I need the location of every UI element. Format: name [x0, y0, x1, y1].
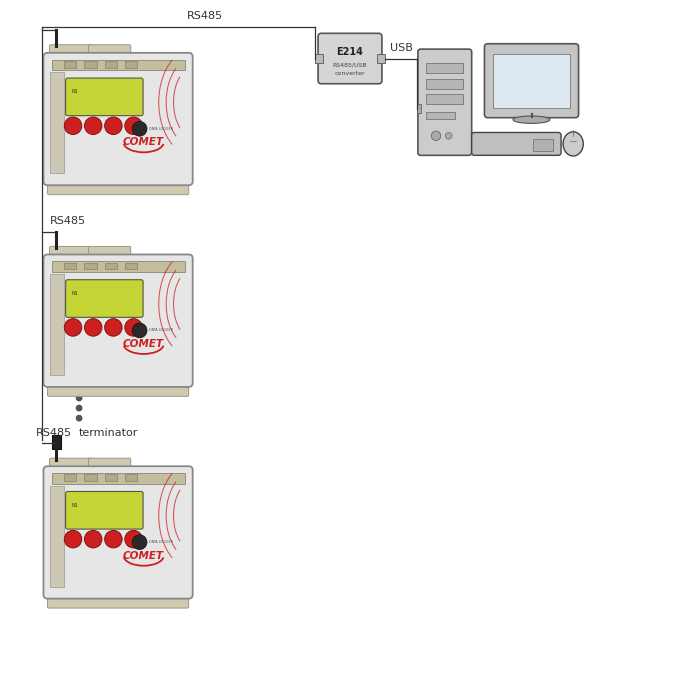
FancyBboxPatch shape — [50, 458, 92, 473]
Bar — [64, 61, 76, 68]
Bar — [50, 274, 64, 375]
Circle shape — [64, 117, 82, 134]
Bar — [125, 263, 137, 269]
Bar — [104, 61, 117, 68]
FancyBboxPatch shape — [472, 132, 561, 155]
Bar — [52, 261, 185, 272]
Bar — [85, 475, 97, 481]
Bar — [426, 79, 463, 89]
Text: N1: N1 — [71, 291, 78, 296]
Bar — [315, 54, 323, 63]
Text: DATA LOGGER: DATA LOGGER — [149, 540, 173, 544]
Circle shape — [125, 319, 142, 336]
FancyBboxPatch shape — [50, 246, 92, 261]
Circle shape — [76, 396, 82, 401]
Text: COMET: COMET — [123, 137, 164, 147]
Circle shape — [85, 531, 102, 548]
Text: RS485/USB: RS485/USB — [332, 63, 368, 68]
Circle shape — [132, 122, 147, 136]
Bar — [52, 473, 185, 484]
FancyBboxPatch shape — [418, 49, 472, 155]
Text: RS485: RS485 — [36, 428, 71, 438]
Circle shape — [64, 319, 82, 336]
Text: RS485: RS485 — [50, 216, 86, 226]
Bar — [533, 139, 553, 151]
FancyBboxPatch shape — [88, 458, 131, 473]
Bar — [52, 435, 61, 449]
Circle shape — [85, 117, 102, 134]
Text: DATA LOGGER: DATA LOGGER — [149, 329, 173, 333]
Bar — [50, 72, 64, 173]
Text: COMET: COMET — [123, 551, 164, 561]
FancyBboxPatch shape — [88, 45, 131, 59]
FancyBboxPatch shape — [88, 246, 131, 261]
FancyBboxPatch shape — [66, 491, 143, 529]
Circle shape — [104, 117, 122, 134]
Text: N1: N1 — [71, 89, 78, 95]
Bar — [426, 111, 456, 119]
Circle shape — [104, 531, 122, 548]
Bar — [52, 59, 185, 70]
Text: DATA LOGGER: DATA LOGGER — [149, 127, 173, 131]
FancyBboxPatch shape — [43, 53, 193, 185]
FancyBboxPatch shape — [50, 45, 92, 59]
Circle shape — [132, 535, 147, 549]
FancyBboxPatch shape — [48, 178, 189, 194]
FancyBboxPatch shape — [48, 380, 189, 396]
Bar — [426, 94, 463, 104]
Circle shape — [445, 132, 452, 139]
Circle shape — [85, 319, 102, 336]
FancyBboxPatch shape — [43, 466, 193, 599]
Circle shape — [76, 416, 82, 421]
Text: COMET: COMET — [123, 339, 164, 349]
FancyBboxPatch shape — [48, 592, 189, 608]
Bar — [377, 54, 385, 63]
Text: converter: converter — [335, 71, 365, 76]
Bar — [125, 475, 137, 481]
Text: terminator: terminator — [79, 428, 139, 438]
Ellipse shape — [563, 132, 583, 156]
Bar — [417, 104, 421, 113]
Bar — [104, 263, 117, 269]
FancyBboxPatch shape — [318, 33, 382, 84]
Circle shape — [431, 131, 441, 140]
FancyBboxPatch shape — [484, 44, 579, 117]
Circle shape — [132, 323, 147, 338]
Bar — [426, 63, 463, 74]
Circle shape — [64, 531, 82, 548]
Bar — [494, 54, 570, 107]
Bar — [64, 475, 76, 481]
Bar — [125, 61, 137, 68]
Bar — [104, 475, 117, 481]
FancyBboxPatch shape — [66, 279, 143, 317]
Circle shape — [76, 406, 82, 411]
FancyBboxPatch shape — [43, 254, 193, 387]
Bar — [64, 263, 76, 269]
Circle shape — [125, 117, 142, 134]
Text: RS485: RS485 — [187, 11, 223, 21]
Circle shape — [104, 319, 122, 336]
Text: USB: USB — [390, 43, 413, 53]
Bar — [50, 486, 64, 587]
Ellipse shape — [513, 116, 550, 124]
FancyBboxPatch shape — [66, 78, 143, 115]
Text: N1: N1 — [71, 503, 78, 508]
Circle shape — [125, 531, 142, 548]
Text: E214: E214 — [337, 47, 363, 57]
Bar — [85, 263, 97, 269]
Bar — [85, 61, 97, 68]
